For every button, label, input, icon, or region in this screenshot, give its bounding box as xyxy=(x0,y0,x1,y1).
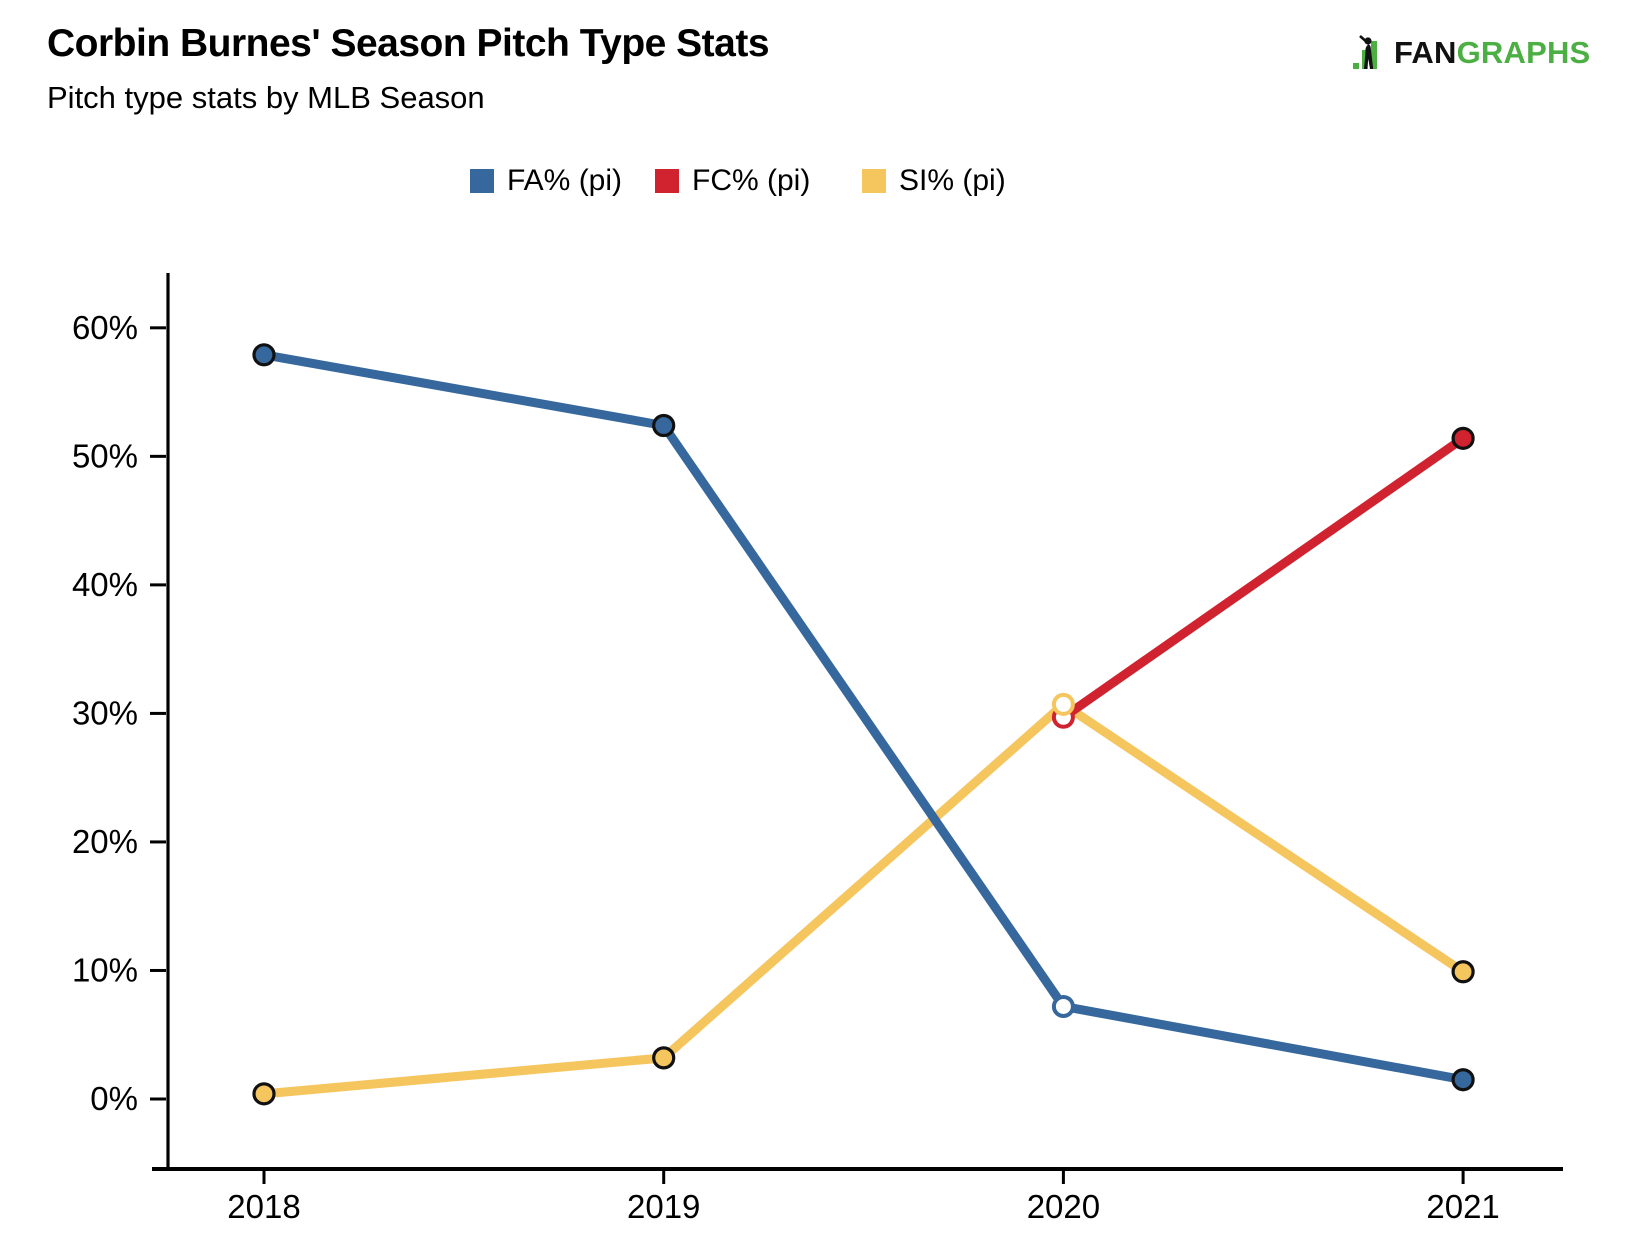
fangraphs-logo: FAN GRAPHS xyxy=(1352,34,1590,72)
series-point-fa-pi-2020 xyxy=(1051,994,1075,1018)
x-axis-tick-label: 2021 xyxy=(1426,1188,1499,1225)
series-line-fa-pi xyxy=(259,350,1468,1085)
legend-item-si: SI% (pi) xyxy=(862,164,1006,198)
x-axis-tick-label: 2020 xyxy=(1027,1188,1100,1225)
x-axis-tick-label: 2018 xyxy=(227,1188,300,1225)
x-axis-tick-label: 2019 xyxy=(627,1188,700,1225)
series-point-si-pi-2021 xyxy=(1451,960,1475,984)
page-title: Corbin Burnes' Season Pitch Type Stats xyxy=(47,22,770,65)
series-point-fa-pi-2021 xyxy=(1451,1068,1475,1092)
y-axis-tick-label: 40% xyxy=(72,566,138,603)
series-line-fc-pi xyxy=(1058,433,1468,722)
legend-swatch-fa xyxy=(470,169,494,193)
legend-label-fa: FA% (pi) xyxy=(507,164,623,197)
legend-swatch-fc xyxy=(655,169,679,193)
y-axis-tick-label: 10% xyxy=(72,951,138,988)
legend-swatch-si xyxy=(862,169,886,193)
series-point-fa-pi-2018 xyxy=(252,343,276,367)
series-point-fc-pi-2021 xyxy=(1451,426,1475,450)
logo-text-fan: FAN xyxy=(1394,35,1457,70)
chart-area: 0% 10% 20% 30% 40% 50% 60% 2018 2019 2020 2021 xyxy=(0,220,1648,1248)
fangraphs-batter-icon xyxy=(1353,35,1377,69)
y-axis-tick-label: 50% xyxy=(72,437,138,474)
legend-item-fa: FA% (pi) xyxy=(470,164,622,198)
series-point-fa-pi-2019 xyxy=(652,413,676,438)
chart-svg: 0% 10% 20% 30% 40% 50% 60% 2018 2019 2020 2021 xyxy=(72,273,1563,1225)
legend-label-si: SI% (pi) xyxy=(899,164,1006,197)
series-line-si-pi xyxy=(259,699,1468,1099)
page-subtitle: Pitch type stats by MLB Season xyxy=(47,80,485,115)
series-point-si-pi-2020 xyxy=(1051,692,1075,716)
series-point-si-pi-2019 xyxy=(652,1046,676,1070)
legend-item-fc: FC% (pi) xyxy=(655,164,810,198)
series-point-si-pi-2018 xyxy=(252,1082,276,1106)
y-axis-tick-label: 20% xyxy=(72,823,138,860)
y-axis-tick-label: 60% xyxy=(72,309,138,346)
logo-text-graphs: GRAPHS xyxy=(1456,35,1591,70)
legend-label-fc: FC% (pi) xyxy=(692,164,811,197)
y-axis-tick-label: 30% xyxy=(72,694,138,731)
y-axis-tick-label: 0% xyxy=(90,1080,138,1117)
